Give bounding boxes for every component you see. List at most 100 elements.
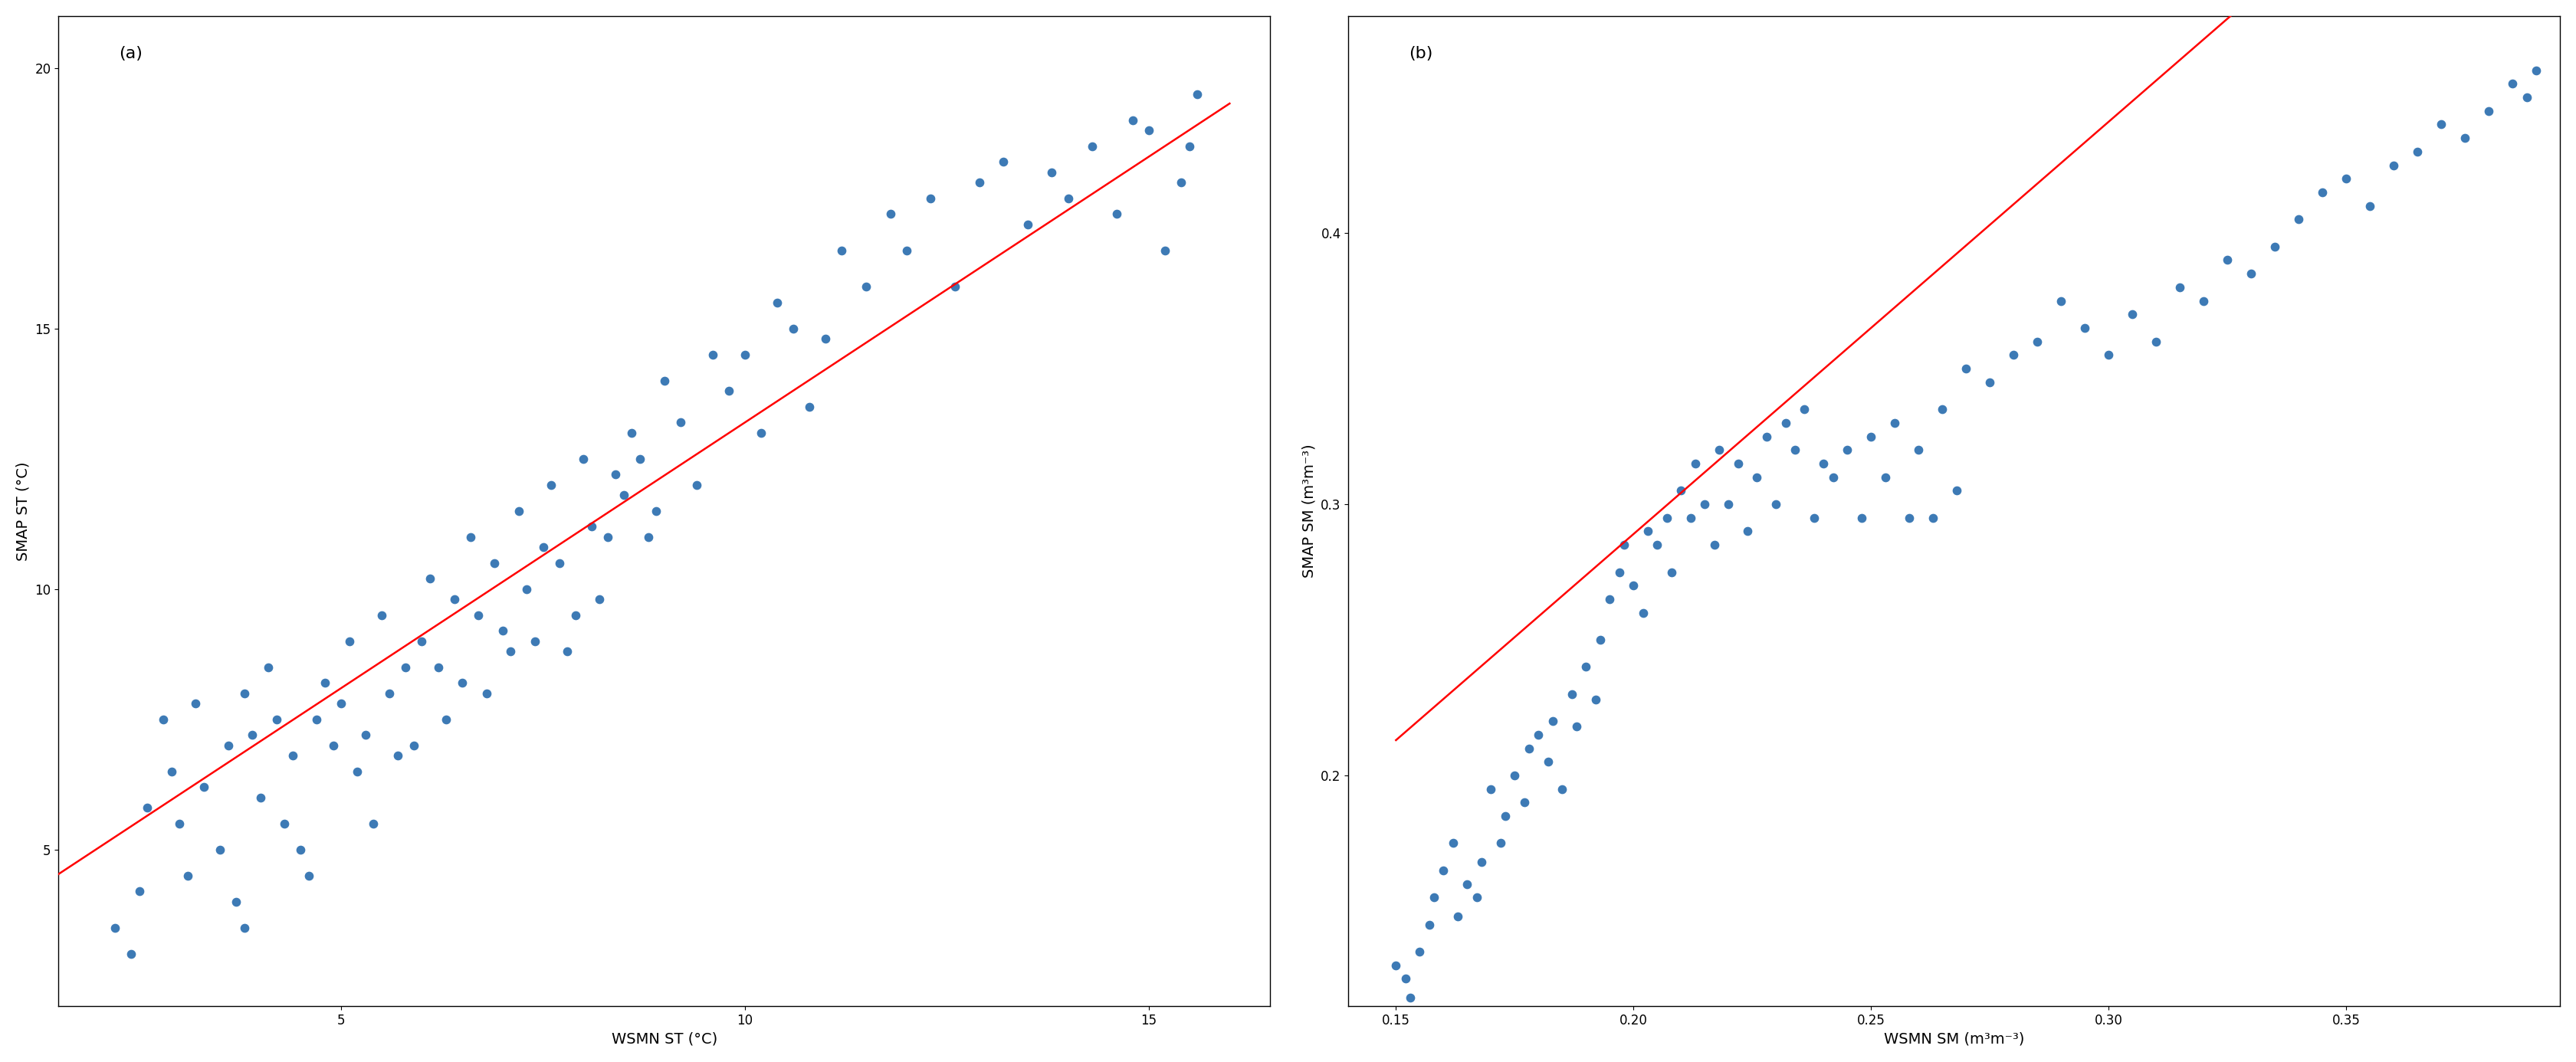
Text: (b): (b) bbox=[1409, 46, 1432, 61]
Point bbox=[319, 696, 361, 713]
Point bbox=[644, 372, 685, 389]
Point bbox=[474, 554, 515, 571]
Point bbox=[1494, 767, 1535, 784]
Point bbox=[1628, 523, 1669, 539]
Point bbox=[1007, 216, 1048, 233]
Point bbox=[394, 737, 435, 754]
Point bbox=[1708, 496, 1749, 513]
Point bbox=[1510, 740, 1551, 757]
Point bbox=[554, 606, 595, 623]
Point bbox=[273, 748, 314, 765]
Point bbox=[1674, 455, 1716, 472]
Point bbox=[1533, 713, 1574, 730]
Point bbox=[2396, 143, 2437, 160]
Point bbox=[224, 920, 265, 937]
Point bbox=[603, 486, 644, 503]
Point bbox=[2277, 211, 2318, 228]
Point bbox=[1968, 374, 2009, 391]
Point bbox=[1030, 164, 1072, 181]
Point bbox=[984, 153, 1025, 170]
Point bbox=[1162, 174, 1203, 191]
Point bbox=[618, 450, 659, 467]
Point bbox=[958, 174, 999, 191]
Point bbox=[1662, 482, 1703, 499]
Point bbox=[1803, 455, 1844, 472]
Point bbox=[523, 538, 564, 555]
Point bbox=[126, 800, 167, 817]
Point bbox=[281, 841, 322, 858]
Point bbox=[95, 920, 137, 937]
Point bbox=[1376, 957, 1417, 974]
Point bbox=[871, 205, 912, 222]
Point bbox=[693, 346, 734, 363]
Point bbox=[935, 278, 976, 295]
Point bbox=[1484, 807, 1525, 824]
Point bbox=[580, 592, 621, 609]
Point bbox=[1388, 990, 1430, 1007]
Point bbox=[2254, 238, 2295, 255]
Point bbox=[1386, 971, 1427, 988]
Point bbox=[659, 414, 701, 431]
Point bbox=[1888, 510, 1929, 527]
Point bbox=[1814, 468, 1855, 485]
Point bbox=[2468, 102, 2509, 119]
Point bbox=[1551, 686, 1592, 703]
Point bbox=[247, 658, 289, 675]
Point bbox=[739, 425, 781, 442]
Point bbox=[216, 893, 258, 910]
Point bbox=[440, 674, 482, 691]
Point bbox=[572, 518, 613, 535]
Point bbox=[224, 685, 265, 702]
Point bbox=[160, 816, 201, 833]
Point bbox=[2421, 116, 2463, 133]
Point bbox=[263, 816, 304, 833]
Point bbox=[822, 242, 863, 259]
Point bbox=[1775, 442, 1816, 459]
Point bbox=[410, 570, 451, 587]
Point bbox=[515, 633, 556, 650]
Point bbox=[1793, 510, 1834, 527]
Point bbox=[2040, 292, 2081, 309]
Point bbox=[2372, 157, 2414, 174]
X-axis label: WSMN SM (m³m⁻³): WSMN SM (m³m⁻³) bbox=[1883, 1031, 2025, 1046]
Point bbox=[255, 710, 296, 727]
Point bbox=[482, 622, 523, 639]
Point bbox=[330, 633, 371, 650]
Point bbox=[376, 748, 417, 765]
Point bbox=[451, 529, 492, 546]
Point bbox=[1540, 781, 1582, 798]
Point bbox=[724, 346, 765, 363]
Point bbox=[1432, 835, 1473, 852]
Point bbox=[1945, 360, 1986, 377]
Point bbox=[1579, 631, 1620, 648]
Point bbox=[2063, 320, 2105, 337]
Point bbox=[466, 685, 507, 702]
Point bbox=[1754, 496, 1795, 513]
Point bbox=[175, 696, 216, 713]
Point bbox=[2208, 252, 2249, 269]
Point bbox=[611, 425, 652, 442]
Point bbox=[757, 294, 799, 311]
Point bbox=[1685, 496, 1726, 513]
Point bbox=[1692, 536, 1734, 553]
Point bbox=[152, 763, 193, 780]
Point bbox=[629, 529, 670, 546]
Point bbox=[2326, 170, 2367, 187]
Point bbox=[1414, 889, 1455, 906]
Point bbox=[1437, 908, 1479, 925]
Point bbox=[2506, 89, 2548, 106]
Point bbox=[1448, 875, 1489, 892]
Point bbox=[546, 644, 587, 661]
Point bbox=[232, 726, 273, 743]
Point bbox=[240, 789, 281, 806]
Point bbox=[1422, 862, 1463, 879]
Point bbox=[1177, 86, 1218, 103]
Point bbox=[198, 841, 240, 858]
Point bbox=[1651, 564, 1692, 581]
Y-axis label: SMAP SM (m³m⁻³): SMAP SM (m³m⁻³) bbox=[1301, 444, 1316, 578]
Point bbox=[1128, 122, 1170, 139]
Point bbox=[1095, 205, 1136, 222]
Point bbox=[183, 778, 224, 795]
Point bbox=[402, 633, 443, 650]
Point bbox=[2089, 346, 2130, 363]
